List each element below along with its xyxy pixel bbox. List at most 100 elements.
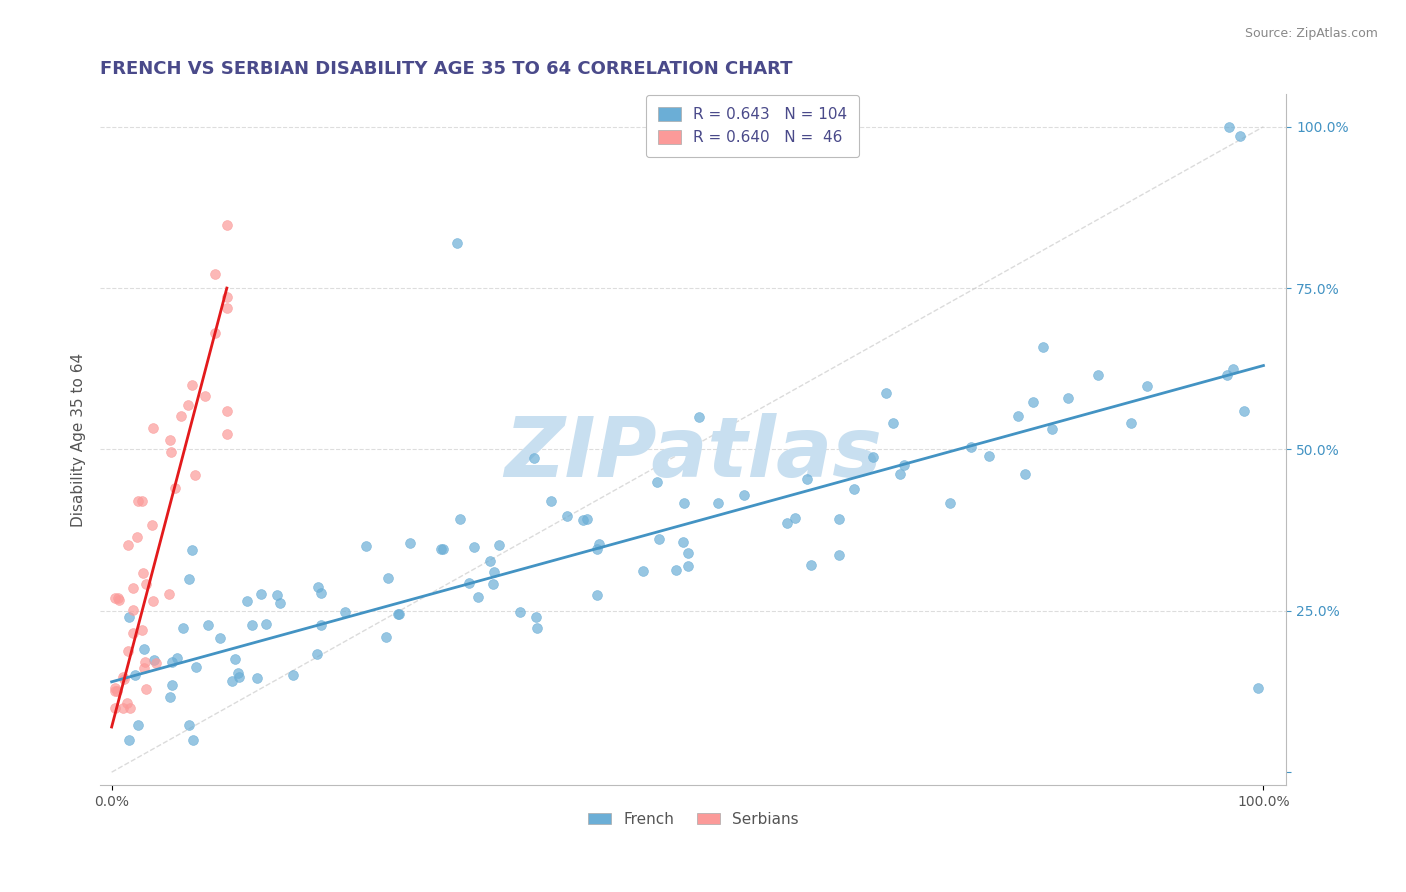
Point xyxy=(131,493,153,508)
Point xyxy=(228,670,250,684)
Point xyxy=(224,651,246,665)
Point xyxy=(132,642,155,657)
Point xyxy=(246,671,269,685)
Point xyxy=(387,607,409,621)
Point xyxy=(572,513,595,527)
Point xyxy=(1087,368,1109,383)
Point xyxy=(526,621,548,635)
Point xyxy=(104,591,127,606)
Point xyxy=(266,588,288,602)
Point xyxy=(184,467,207,482)
Point xyxy=(108,592,131,607)
Point xyxy=(240,617,263,632)
Point xyxy=(633,564,655,578)
Point xyxy=(309,586,332,600)
Point xyxy=(1222,361,1244,376)
Point xyxy=(215,427,238,442)
Point xyxy=(112,670,135,684)
Point xyxy=(484,565,506,579)
Point xyxy=(172,621,194,635)
Point xyxy=(107,591,129,605)
Point xyxy=(1229,129,1251,144)
Point xyxy=(177,398,200,412)
Point xyxy=(446,235,468,250)
Point xyxy=(1218,120,1240,134)
Point xyxy=(463,540,485,554)
Point xyxy=(180,378,202,392)
Point xyxy=(939,496,962,510)
Point xyxy=(1057,392,1080,406)
Point xyxy=(979,449,1001,463)
Point xyxy=(882,416,904,430)
Point xyxy=(509,605,531,619)
Point xyxy=(145,657,167,671)
Point xyxy=(135,682,157,697)
Point xyxy=(269,596,291,610)
Point xyxy=(555,508,578,523)
Point xyxy=(114,672,136,686)
Point xyxy=(1216,368,1239,382)
Text: FRENCH VS SERBIAN DISABILITY AGE 35 TO 64 CORRELATION CHART: FRENCH VS SERBIAN DISABILITY AGE 35 TO 6… xyxy=(100,60,793,78)
Point xyxy=(104,700,127,714)
Point xyxy=(121,581,143,595)
Point xyxy=(127,493,149,508)
Point xyxy=(482,577,505,591)
Point xyxy=(165,481,187,495)
Point xyxy=(117,538,139,552)
Point xyxy=(796,472,818,486)
Point xyxy=(177,572,200,586)
Point xyxy=(449,511,471,525)
Point xyxy=(1014,467,1036,481)
Point xyxy=(166,651,188,665)
Point xyxy=(115,696,138,710)
Point xyxy=(672,534,695,549)
Point xyxy=(142,421,165,435)
Point xyxy=(479,554,502,568)
Point xyxy=(733,488,755,502)
Point xyxy=(221,673,243,688)
Point xyxy=(215,301,238,316)
Point xyxy=(588,537,610,551)
Point xyxy=(105,684,128,698)
Point xyxy=(307,647,329,661)
Point xyxy=(523,450,546,465)
Point xyxy=(215,218,238,232)
Point xyxy=(104,681,127,695)
Point xyxy=(215,290,238,304)
Point xyxy=(664,563,686,577)
Point xyxy=(432,541,454,556)
Point xyxy=(842,482,865,496)
Point xyxy=(307,580,329,594)
Point xyxy=(875,386,897,401)
Point xyxy=(134,661,156,675)
Point xyxy=(250,587,273,601)
Point xyxy=(676,546,699,560)
Point xyxy=(648,532,671,546)
Point xyxy=(134,655,156,669)
Point xyxy=(862,450,884,464)
Point xyxy=(889,467,911,481)
Point xyxy=(160,655,183,669)
Point xyxy=(333,605,356,619)
Point xyxy=(170,409,193,423)
Point xyxy=(142,594,165,608)
Point xyxy=(236,594,259,608)
Point xyxy=(1007,409,1029,424)
Point xyxy=(208,631,231,645)
Point xyxy=(157,587,180,601)
Point xyxy=(1022,395,1045,409)
Point xyxy=(540,494,562,508)
Point xyxy=(828,512,851,526)
Point xyxy=(828,548,851,562)
Point xyxy=(118,610,141,624)
Point xyxy=(309,618,332,632)
Point xyxy=(120,700,142,714)
Point xyxy=(177,717,200,731)
Point xyxy=(800,558,823,572)
Point xyxy=(254,616,277,631)
Point xyxy=(181,732,204,747)
Point xyxy=(429,541,451,556)
Point xyxy=(960,440,983,454)
Point xyxy=(160,678,183,692)
Point xyxy=(104,683,127,698)
